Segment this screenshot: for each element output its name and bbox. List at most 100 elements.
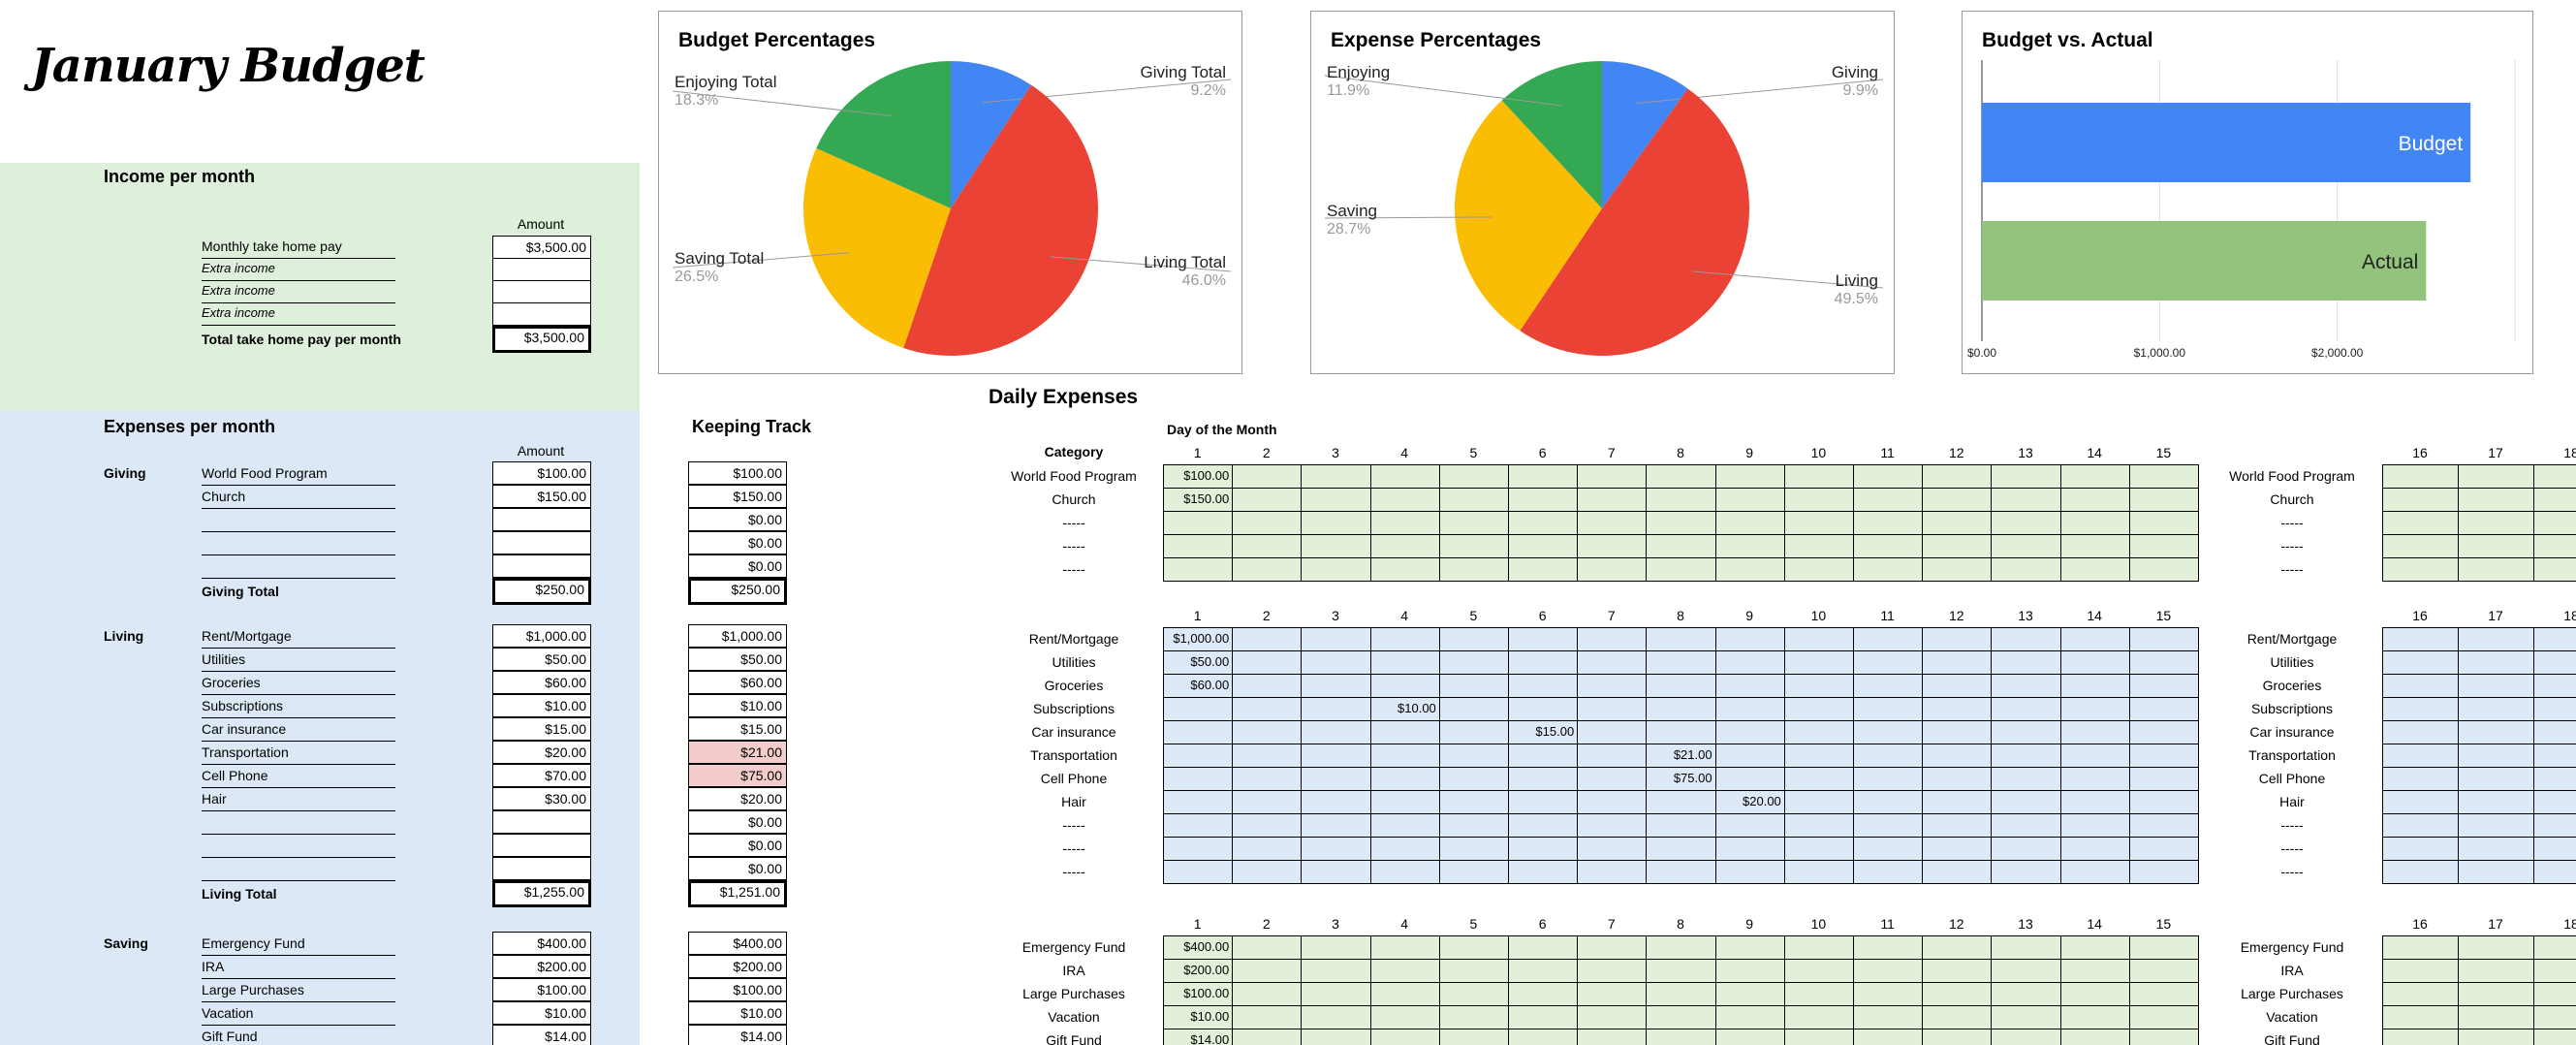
track-amount[interactable]: $0.00 <box>688 554 787 578</box>
daily-cell[interactable] <box>1646 959 1716 983</box>
daily-cell[interactable] <box>1991 790 2061 814</box>
daily-cell[interactable] <box>1508 959 1579 983</box>
track-amount[interactable]: $100.00 <box>688 461 787 485</box>
daily-cell[interactable] <box>1369 790 1440 814</box>
daily-cell[interactable] <box>2059 464 2130 489</box>
daily-cell[interactable] <box>1853 511 1924 535</box>
daily-cell[interactable] <box>1438 860 1509 884</box>
daily-cell[interactable] <box>2533 959 2576 983</box>
pie-slice[interactable] <box>1455 100 1602 332</box>
daily-cell[interactable] <box>1783 650 1854 675</box>
daily-cell[interactable] <box>1438 837 1509 861</box>
daily-cell[interactable] <box>2128 813 2199 838</box>
daily-cell[interactable] <box>2059 697 2130 721</box>
daily-cell[interactable] <box>1714 674 1785 698</box>
track-total[interactable]: $250.00 <box>688 578 787 605</box>
daily-cell[interactable] <box>2533 982 2576 1006</box>
daily-cell[interactable] <box>1783 935 1854 960</box>
daily-cell[interactable] <box>2059 744 2130 768</box>
daily-cell[interactable] <box>2458 813 2534 838</box>
daily-cell[interactable] <box>1438 464 1509 489</box>
daily-cell[interactable] <box>2382 720 2459 744</box>
daily-cell[interactable] <box>1783 720 1854 744</box>
daily-cell[interactable] <box>1783 744 1854 768</box>
daily-cell[interactable] <box>2382 627 2459 651</box>
daily-cell[interactable] <box>1577 557 1648 582</box>
daily-cell[interactable] <box>1301 1005 1371 1029</box>
daily-cell[interactable] <box>1646 982 1716 1006</box>
daily-cell[interactable] <box>1438 935 1509 960</box>
daily-cell[interactable] <box>2533 511 2576 535</box>
daily-cell[interactable]: $20.00 <box>1714 790 1785 814</box>
daily-cell[interactable] <box>1991 959 2061 983</box>
daily-cell[interactable] <box>1646 720 1716 744</box>
daily-cell[interactable] <box>1508 744 1579 768</box>
pie-slice[interactable] <box>951 61 1032 208</box>
daily-cell[interactable] <box>1508 697 1579 721</box>
daily-cell[interactable] <box>2382 557 2459 582</box>
daily-cell[interactable] <box>1853 767 1924 791</box>
daily-cell[interactable] <box>1577 534 1648 558</box>
daily-cell[interactable] <box>1991 674 2061 698</box>
daily-cell[interactable] <box>1369 464 1440 489</box>
daily-cell[interactable] <box>1577 1005 1648 1029</box>
daily-cell[interactable] <box>1508 860 1579 884</box>
daily-cell[interactable] <box>2458 557 2534 582</box>
expense-amount[interactable] <box>492 508 591 531</box>
daily-cell[interactable] <box>1232 511 1303 535</box>
daily-cell[interactable] <box>2128 959 2199 983</box>
daily-cell[interactable] <box>2533 697 2576 721</box>
daily-cell[interactable] <box>1232 767 1303 791</box>
daily-cell[interactable] <box>1783 767 1854 791</box>
daily-cell[interactable] <box>1853 982 1924 1006</box>
track-amount[interactable]: $1,000.00 <box>688 624 787 648</box>
daily-cell[interactable] <box>2533 935 2576 960</box>
daily-cell[interactable] <box>2533 488 2576 512</box>
daily-cell[interactable] <box>2128 650 2199 675</box>
track-amount[interactable]: $100.00 <box>688 978 787 1001</box>
daily-cell[interactable] <box>1369 557 1440 582</box>
daily-cell[interactable] <box>1991 534 2061 558</box>
expense-amount[interactable]: $60.00 <box>492 671 591 694</box>
daily-cell[interactable] <box>1438 557 1509 582</box>
daily-cell[interactable] <box>2059 627 2130 651</box>
daily-cell[interactable] <box>1301 674 1371 698</box>
daily-cell[interactable] <box>2059 982 2130 1006</box>
daily-cell[interactable] <box>1301 744 1371 768</box>
daily-cell[interactable] <box>1922 982 1993 1006</box>
daily-cell[interactable] <box>2458 1029 2534 1045</box>
daily-cell[interactable] <box>1232 935 1303 960</box>
daily-cell[interactable] <box>1646 627 1716 651</box>
daily-cell[interactable] <box>2458 790 2534 814</box>
daily-cell[interactable] <box>2382 959 2459 983</box>
daily-cell[interactable]: $75.00 <box>1646 767 1716 791</box>
track-amount[interactable]: $60.00 <box>688 671 787 694</box>
daily-cell[interactable] <box>2533 767 2576 791</box>
daily-cell[interactable] <box>1646 813 1716 838</box>
daily-cell[interactable] <box>1577 767 1648 791</box>
daily-cell[interactable] <box>2128 534 2199 558</box>
daily-cell[interactable] <box>1714 697 1785 721</box>
daily-cell[interactable] <box>1577 720 1648 744</box>
daily-cell[interactable] <box>1991 557 2061 582</box>
daily-cell[interactable] <box>1991 767 2061 791</box>
daily-cell[interactable] <box>1991 744 2061 768</box>
daily-cell[interactable] <box>1577 650 1648 675</box>
daily-cell[interactable]: $200.00 <box>1163 959 1234 983</box>
daily-cell[interactable] <box>2533 813 2576 838</box>
daily-cell[interactable] <box>2382 813 2459 838</box>
daily-cell[interactable] <box>1508 534 1579 558</box>
daily-cell[interactable] <box>1232 650 1303 675</box>
daily-cell[interactable] <box>1853 627 1924 651</box>
daily-cell[interactable] <box>2533 627 2576 651</box>
daily-cell[interactable] <box>2059 557 2130 582</box>
pie-slice[interactable] <box>816 61 951 208</box>
daily-cell[interactable] <box>1577 935 1648 960</box>
daily-cell[interactable] <box>1577 982 1648 1006</box>
daily-cell[interactable] <box>1922 511 1993 535</box>
daily-cell[interactable] <box>2128 1029 2199 1045</box>
daily-cell[interactable] <box>2382 982 2459 1006</box>
daily-cell[interactable] <box>1783 697 1854 721</box>
daily-cell[interactable] <box>1163 790 1234 814</box>
daily-cell[interactable] <box>2382 650 2459 675</box>
